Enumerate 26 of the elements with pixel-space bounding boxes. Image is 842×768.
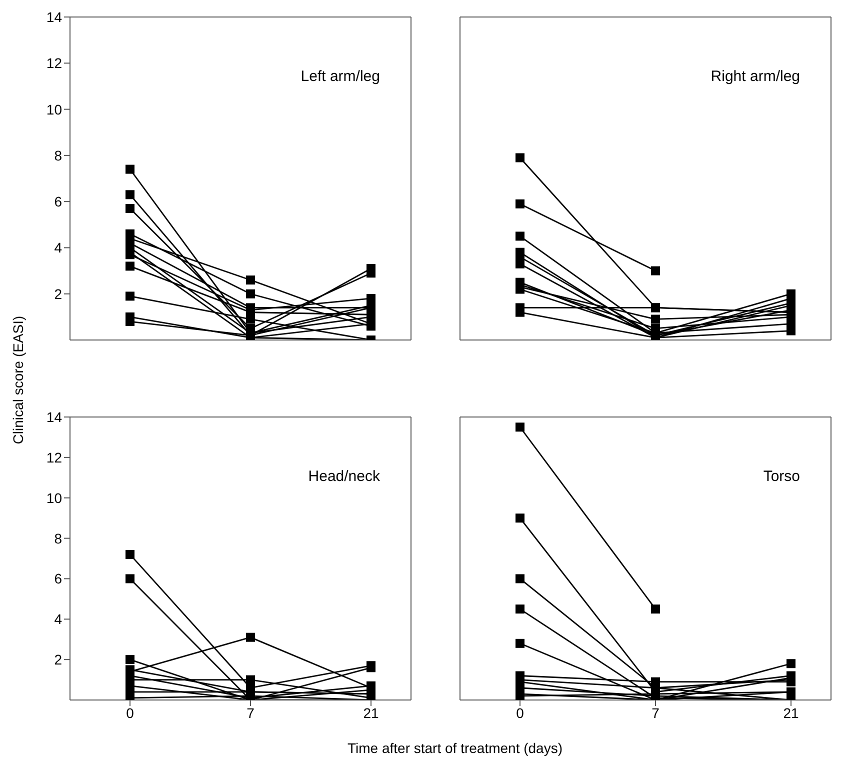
y-tick-label: 6 — [54, 194, 62, 210]
y-tick-label: 14 — [46, 408, 62, 425]
y-tick-label: 12 — [46, 449, 62, 466]
text: Left arm/leg — [300, 68, 380, 85]
y-tick-label: 8 — [54, 530, 62, 546]
x-axis-title: Time after start of treatment (days) — [348, 740, 562, 756]
x-tick-label: 7 — [246, 704, 255, 721]
x-tick-label: 7 — [652, 704, 660, 721]
y-tick-label: 10 — [46, 490, 62, 506]
text: Torso — [763, 468, 800, 485]
x-tick-label: 21 — [783, 704, 799, 721]
y-tick-label: 6 — [54, 570, 62, 587]
text: Head/neck — [308, 468, 380, 485]
y-tick-label: 2 — [54, 286, 62, 302]
x-tick-label: 0 — [126, 704, 134, 721]
x-tick-label: 0 — [516, 704, 524, 721]
y-tick-label: 14 — [46, 8, 62, 25]
y-tick-label: 8 — [54, 147, 62, 164]
y-tick-label: 10 — [46, 101, 62, 118]
x-tick-label: 21 — [363, 704, 379, 721]
y-tick-label: 4 — [54, 240, 62, 256]
y-tick-label: 12 — [46, 55, 62, 72]
text: Right arm/leg — [710, 68, 800, 85]
y-axis-title: Clinical score (EASI) — [10, 316, 26, 444]
y-tick-label: 2 — [54, 652, 62, 668]
y-tick-label: 4 — [54, 611, 62, 628]
